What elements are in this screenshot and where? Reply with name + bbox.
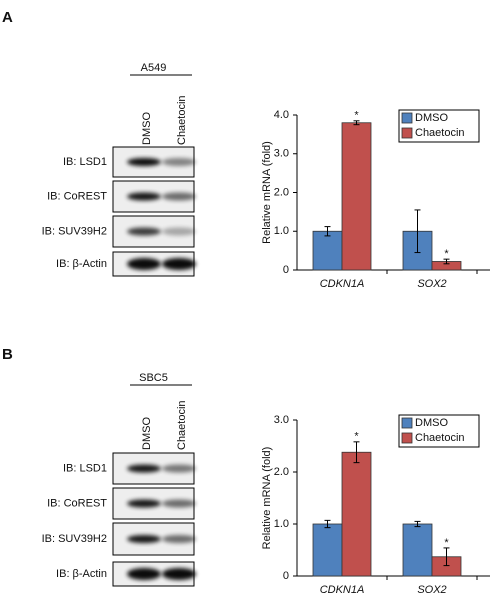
legend-swatch: [401, 417, 413, 429]
blot-band: [162, 568, 196, 580]
significance: *: [354, 431, 359, 443]
bar: [341, 122, 372, 271]
bar: [341, 451, 372, 577]
blot-band: [127, 158, 161, 166]
y-tick-label: 0: [283, 570, 289, 582]
row-label: IB: LSD1: [63, 156, 107, 168]
cell-line: SBC5: [139, 372, 168, 384]
error-bar: [353, 120, 360, 126]
blot-band: [162, 499, 196, 508]
legend-label: DMSO: [415, 417, 448, 429]
panel-label: B: [2, 346, 13, 363]
blot-band: [127, 227, 161, 236]
y-tick-label: 0: [283, 264, 289, 276]
y-tick-label: 1.0: [274, 225, 289, 237]
error-bar: [324, 226, 331, 237]
blot-band: [127, 568, 161, 580]
cell-line: A549: [141, 62, 167, 74]
lane-label: Chaetocin: [176, 400, 188, 450]
row-label: IB: β-Actin: [56, 258, 107, 270]
error-bar: [324, 519, 331, 529]
blot-band: [162, 227, 196, 236]
row-label: IB: β-Actin: [56, 568, 107, 580]
row-label: IB: SUV39H2: [42, 533, 107, 545]
row-label: IB: CoREST: [47, 497, 107, 509]
legend-label: Chaetocin: [415, 432, 465, 444]
x-tick-label: CDKN1A: [320, 278, 365, 290]
lane-label: Chaetocin: [176, 95, 188, 145]
error-bar: [443, 258, 450, 265]
significance: *: [444, 537, 449, 549]
blot-band: [127, 535, 161, 543]
error-bar: [353, 441, 360, 464]
blot-band: [127, 499, 161, 508]
blot-band: [162, 535, 196, 543]
bar: [312, 230, 343, 271]
y-tick-label: 2.0: [274, 466, 289, 478]
blot-band: [162, 158, 196, 166]
y-tick-label: 4.0: [274, 109, 289, 121]
legend-swatch: [401, 112, 413, 124]
y-axis-label: Relative mRNA (fold): [261, 141, 273, 244]
significance: *: [354, 110, 359, 122]
y-tick-label: 1.0: [274, 518, 289, 530]
blot-band: [162, 464, 196, 473]
panel-label: A: [2, 9, 13, 26]
blot-band: [127, 258, 161, 270]
lane-label: DMSO: [141, 112, 153, 145]
row-label: IB: LSD1: [63, 462, 107, 474]
x-tick-label: SOX2: [417, 278, 446, 290]
bar: [312, 523, 343, 577]
y-tick-label: 2.0: [274, 186, 289, 198]
lane-label: DMSO: [141, 417, 153, 450]
error-bar: [414, 520, 421, 528]
row-label: IB: SUV39H2: [42, 225, 107, 237]
blot-band: [162, 192, 196, 201]
error-bar: [443, 547, 450, 567]
y-axis-label: Relative mRNA (fold): [261, 447, 273, 550]
blot-band: [162, 258, 196, 270]
y-tick-label: 3.0: [274, 414, 289, 426]
legend-swatch: [401, 127, 413, 139]
significance: *: [444, 248, 449, 260]
row-label: IB: CoREST: [47, 190, 107, 202]
error-bar: [414, 209, 421, 254]
blot-band: [127, 192, 161, 201]
x-tick-label: CDKN1A: [320, 584, 365, 596]
bar: [402, 523, 433, 577]
blot-band: [127, 464, 161, 473]
x-tick-label: SOX2: [417, 584, 446, 596]
legend-label: Chaetocin: [415, 127, 465, 139]
y-tick-label: 3.0: [274, 148, 289, 160]
legend-label: DMSO: [415, 112, 448, 124]
legend-swatch: [401, 432, 413, 444]
